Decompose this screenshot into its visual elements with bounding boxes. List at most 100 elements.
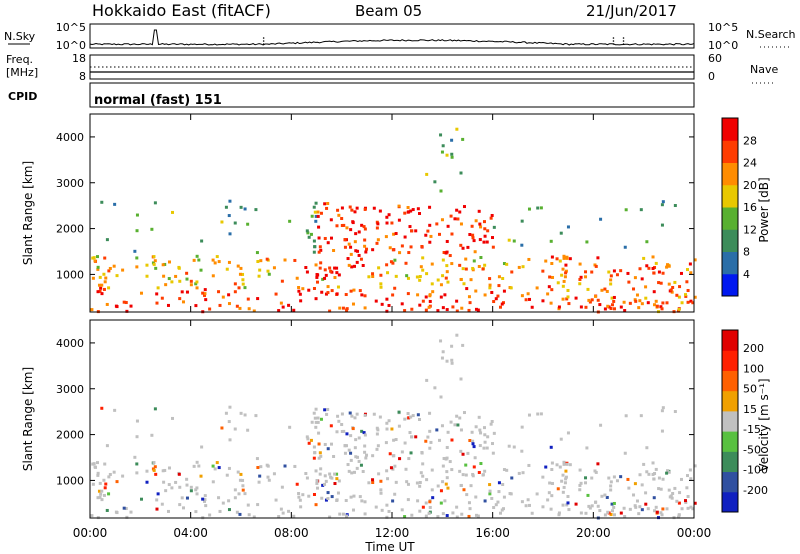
velocity-echo-cell	[445, 359, 449, 363]
velocity-echo-cell	[400, 450, 404, 454]
velocity-echo-cell	[596, 462, 600, 466]
power-echo-cell	[424, 233, 428, 237]
power-echo-cell	[125, 309, 129, 313]
power-echo-cell	[164, 283, 168, 287]
power-echo-cell	[90, 308, 94, 312]
power-echo-cell	[638, 267, 642, 271]
power-echo-cell	[354, 232, 358, 236]
power-echo-cell	[98, 275, 102, 279]
velocity-echo-cell	[669, 494, 673, 498]
velocity-echo-cell	[347, 448, 351, 452]
nsearch-dot	[612, 43, 615, 45]
velocity-echo-cell	[372, 412, 376, 416]
power-echo-cell	[135, 213, 139, 217]
power-echo-cell	[255, 251, 259, 255]
power-echo-cell	[555, 257, 559, 261]
velocity-echo-cell	[243, 492, 247, 496]
power-echo-cell	[305, 229, 309, 233]
power-echo-cell	[652, 290, 656, 294]
power-echo-cell	[450, 152, 454, 156]
power-echo-cell	[472, 239, 476, 243]
velocity-echo-cell	[189, 485, 193, 489]
velocity-echo-cell	[386, 477, 390, 481]
power-echo-cell	[464, 267, 468, 271]
power-echo-cell	[632, 287, 636, 291]
power-echo-cell	[635, 293, 639, 297]
power-echo-cell	[312, 205, 316, 209]
velocity-echo-cell	[403, 515, 407, 519]
power-echo-cell	[459, 278, 463, 282]
y-tick-label: 3000	[56, 177, 84, 190]
power-echo-cell	[449, 214, 453, 218]
power-echo-cell	[488, 283, 492, 287]
power-echo-cell	[340, 206, 344, 210]
velocity-echo-cell	[348, 411, 352, 415]
velocity-echo-cell	[104, 482, 108, 486]
velocity-echo-cell	[96, 471, 100, 475]
velocity-echo-cell	[266, 475, 270, 479]
velocity-echo-cell	[624, 414, 628, 418]
velocity-echo-cell	[418, 481, 422, 485]
power-echo-cell	[441, 258, 445, 262]
velocity-echo-cell	[97, 489, 101, 493]
power-echo-cell	[97, 283, 101, 287]
power-echo-cell	[360, 293, 364, 297]
velocity-echo-cell	[329, 424, 333, 428]
power-echo-cell	[541, 269, 545, 273]
velocity-echo-cell	[247, 513, 251, 517]
velocity-echo-cell	[609, 484, 613, 488]
cpid-panel-frame	[89, 82, 695, 108]
power-echo-cell	[335, 266, 339, 270]
velocity-echo-cell	[107, 475, 111, 479]
power-echo-cell	[472, 259, 476, 263]
velocity-echo-cell	[333, 472, 337, 476]
velocity-echo-cell	[426, 435, 430, 439]
power-echo-cell	[307, 288, 311, 292]
power-echo-cell	[424, 295, 428, 299]
power-echo-cell	[670, 290, 674, 294]
power-echo-cell	[409, 209, 413, 213]
power-echo-cell	[465, 287, 469, 291]
power-echo-cell	[107, 269, 111, 273]
velocity-echo-cell	[239, 411, 243, 415]
velocity-echo-cell	[387, 419, 391, 423]
colorbar-swatch	[722, 471, 738, 493]
power-echo-cell	[385, 215, 389, 219]
velocity-echo-cell	[96, 473, 100, 477]
freq-label-line2: [MHz]	[6, 66, 38, 79]
power-echo-cell	[488, 277, 492, 281]
power-echo-cell	[451, 305, 455, 309]
velocity-echo-cell	[520, 425, 524, 429]
velocity-echo-cell	[355, 466, 359, 470]
power-ylabel: Slant Range [km]	[21, 161, 35, 265]
power-echo-cell	[254, 208, 258, 212]
power-echo-cell	[445, 239, 449, 243]
date-label: 21/Jun/2017	[586, 2, 677, 20]
power-echo-cell	[660, 223, 664, 227]
power-echo-cell	[567, 302, 571, 306]
velocity-echo-cell	[584, 481, 588, 485]
velocity-echo-cell	[612, 505, 616, 509]
power-echo-cell	[304, 266, 308, 270]
power-echo-cell	[265, 257, 269, 261]
velocity-echo-cell	[416, 499, 420, 503]
power-echo-cell	[461, 267, 465, 271]
power-echo-cell	[470, 224, 474, 228]
power-echo-cell	[521, 265, 525, 269]
velocity-echo-cell	[442, 456, 446, 460]
velocity-echo-cell	[203, 494, 207, 498]
velocity-echo-cell	[318, 451, 322, 455]
velocity-echo-cell	[100, 498, 104, 502]
power-echo-cell	[557, 305, 561, 309]
velocity-echo-cell	[530, 511, 534, 515]
power-echo-cell	[462, 205, 466, 209]
velocity-echo-cell	[651, 472, 655, 476]
power-echo-cell	[203, 292, 207, 296]
power-echo-cell	[609, 274, 613, 278]
power-echo-cell	[404, 261, 408, 265]
power-echo-cell	[439, 133, 443, 137]
power-echo-cell	[363, 244, 367, 248]
power-echo-cell	[195, 280, 199, 284]
power-echo-cell	[200, 239, 204, 243]
velocity-echo-cell	[561, 473, 565, 477]
